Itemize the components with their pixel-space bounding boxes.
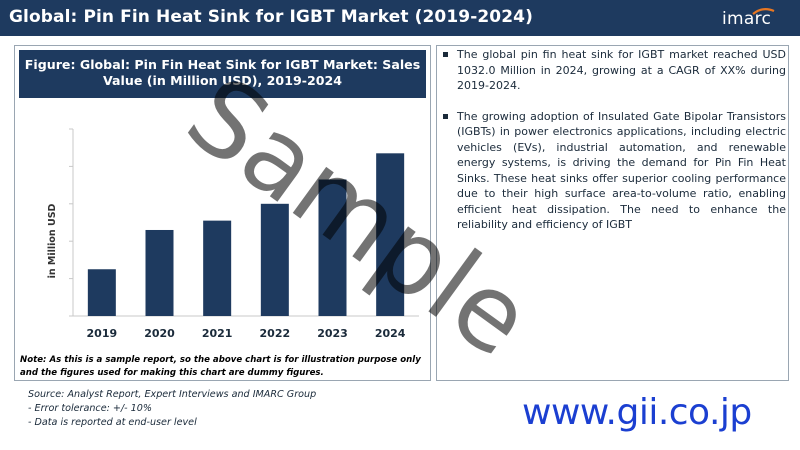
x-tick-label: 2021 xyxy=(202,327,233,340)
note-line2: and the figures used for making this cha… xyxy=(20,368,324,378)
bar-2020 xyxy=(145,229,174,316)
source-note: Source: Analyst Report, Expert Interview… xyxy=(28,389,317,400)
bullet-square-icon xyxy=(443,52,448,57)
error-note: - Error tolerance: +/- 10% xyxy=(28,403,152,414)
bar-2023 xyxy=(318,179,347,316)
bar-chart: in Million USD 2019 2020 2021 2022 2023 2024 xyxy=(47,128,419,340)
x-tick-label: 2019 xyxy=(87,327,118,340)
reported-note: - Data is reported at end-user level xyxy=(28,417,197,428)
page-title: Global: Pin Fin Heat Sink for IGBT Marke… xyxy=(9,7,533,27)
bullet-list: The global pin fin heat sink for IGBT ma… xyxy=(443,47,786,248)
bar-2024 xyxy=(376,153,405,316)
bullet-text: The global pin fin heat sink for IGBT ma… xyxy=(457,48,786,92)
figure-title-line1: Figure: Global: Pin Fin Heat Sink for IG… xyxy=(24,57,421,72)
summary-panel: The global pin fin heat sink for IGBT ma… xyxy=(436,45,789,381)
logo-arc-icon xyxy=(752,7,775,15)
bullet-item: The growing adoption of Insulated Gate B… xyxy=(443,109,786,233)
x-tick-label: 2022 xyxy=(260,327,291,340)
bar-2019 xyxy=(87,269,116,316)
figure-title-line2: Value (in Million USD), 2019-2024 xyxy=(103,73,342,88)
footer-notes: Source: Analyst Report, Expert Interview… xyxy=(28,388,388,430)
y-axis-label: in Million USD xyxy=(47,203,58,278)
bullet-square-icon xyxy=(443,113,448,119)
imarc-logo: imarc xyxy=(722,5,792,31)
chart-note: Note: As this is a sample report, so the… xyxy=(20,354,430,380)
x-tick-label: 2024 xyxy=(375,327,406,340)
bullet-text: The growing adoption of Insulated Gate B… xyxy=(457,109,786,232)
figure-title: Figure: Global: Pin Fin Heat Sink for IG… xyxy=(19,50,426,98)
note-line1: Note: As this is a sample report, so the… xyxy=(20,355,421,365)
site-url-link[interactable]: www.gii.co.jp xyxy=(522,392,752,433)
header-bar: Global: Pin Fin Heat Sink for IGBT Marke… xyxy=(0,0,800,36)
bar-2021 xyxy=(203,220,232,316)
bar-2022 xyxy=(260,203,289,316)
x-tick-label: 2020 xyxy=(144,327,175,340)
bullet-item: The global pin fin heat sink for IGBT ma… xyxy=(443,47,786,94)
logo-text: imarc xyxy=(722,9,772,29)
x-tick-label: 2023 xyxy=(317,327,348,340)
chart-panel: Figure: Global: Pin Fin Heat Sink for IG… xyxy=(14,45,431,381)
